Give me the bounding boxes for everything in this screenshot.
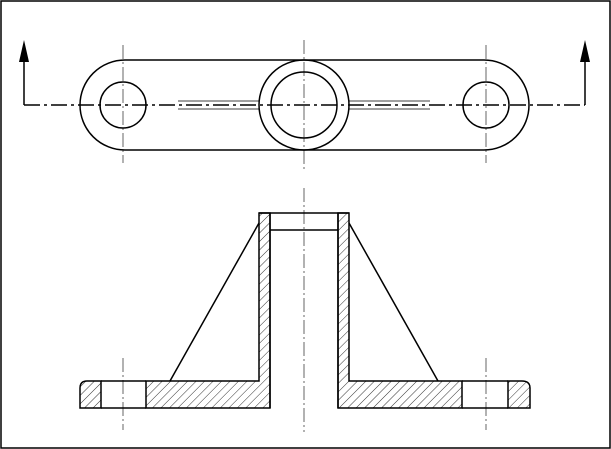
left-rib-edge	[169, 222, 260, 382]
rib-lines-left	[178, 100, 259, 110]
rib-lines-right	[349, 100, 430, 110]
top-view-outline	[79, 59, 530, 151]
left-bolt-hole-gap	[101, 380, 146, 409]
section-view	[79, 188, 531, 432]
right-rib-edge	[348, 222, 439, 382]
left-flange-end-section	[79, 380, 102, 409]
right-bolt-hole-gap	[462, 380, 508, 409]
section-arrow-right-head	[580, 40, 590, 62]
section-arrow-left-head	[19, 40, 29, 62]
top-view	[19, 40, 590, 170]
right-flange-end-section	[507, 380, 531, 409]
